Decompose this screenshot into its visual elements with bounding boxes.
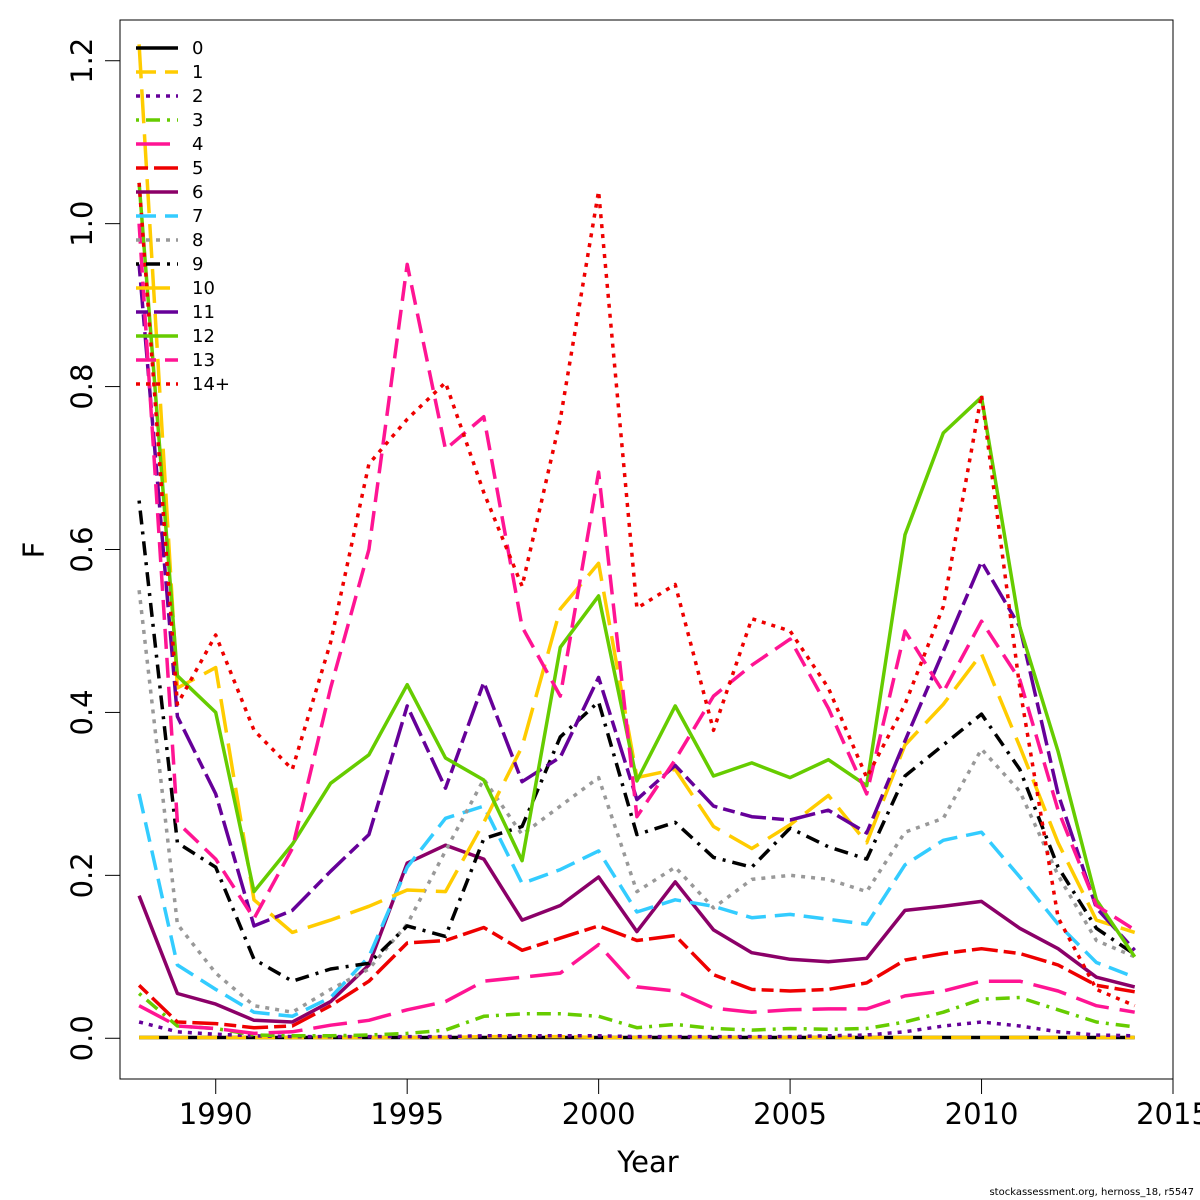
legend-label: 0 xyxy=(192,38,203,59)
legend-entry: 13 xyxy=(136,350,215,371)
series-line-12 xyxy=(137,182,1137,958)
plot-lines xyxy=(137,44,1137,1040)
series-line-13 xyxy=(137,223,1136,932)
credit-text: stockassessment.org, hernoss_18, r5547 xyxy=(989,1187,1194,1198)
x-tick-label: 2015 xyxy=(1136,1097,1200,1131)
legend-label: 5 xyxy=(192,158,203,179)
legend-entry: 4 xyxy=(136,134,203,155)
legend-label: 8 xyxy=(192,230,203,251)
legend-entry: 3 xyxy=(136,110,203,131)
legend-entry: 7 xyxy=(136,206,203,227)
legend-label: 12 xyxy=(192,326,215,347)
y-tick-label: 0.4 xyxy=(65,689,99,735)
series-line-1 xyxy=(139,1034,1135,1040)
series-line-11 xyxy=(137,264,1136,952)
y-axis: 0.0 0.2 0.4 0.6 0.8 1.0 1.2 xyxy=(65,38,121,1061)
legend-entry: 1 xyxy=(136,62,203,83)
legend-entry: 9 xyxy=(136,254,203,275)
series-line-3 xyxy=(137,992,1135,1038)
y-tick-label: 1.0 xyxy=(65,201,99,247)
y-tick-label: 1.2 xyxy=(65,38,99,84)
x-tick-label: 2005 xyxy=(753,1097,827,1131)
x-tick-label: 1990 xyxy=(179,1097,253,1131)
legend-label: 1 xyxy=(192,62,203,83)
series-line-8 xyxy=(137,590,1136,1014)
series-line-4 xyxy=(138,942,1135,1036)
series-line-6 xyxy=(137,843,1136,1024)
legend-entry: 8 xyxy=(136,230,203,251)
legend-label: 14+ xyxy=(192,374,230,395)
y-tick-label: 0.8 xyxy=(65,364,99,410)
x-tick-label: 2010 xyxy=(945,1097,1019,1131)
legend-label: 10 xyxy=(192,278,215,299)
series-line-2 xyxy=(138,1020,1135,1039)
x-tick-label: 1995 xyxy=(370,1097,444,1131)
series-line-14plus xyxy=(137,182,1136,1008)
legend-entry: 10 xyxy=(136,278,215,299)
legend-entry: 12 xyxy=(136,326,215,347)
y-tick-label: 0.0 xyxy=(65,1015,99,1061)
legend-label: 9 xyxy=(192,254,203,275)
y-axis-title: F xyxy=(17,542,51,559)
legend-entry: 0 xyxy=(136,38,203,59)
x-tick-label: 2000 xyxy=(562,1097,636,1131)
x-axis-title: Year xyxy=(616,1145,678,1179)
legend-label: 13 xyxy=(192,350,215,371)
series-line-9 xyxy=(137,500,1136,983)
series-line-7 xyxy=(137,793,1136,1019)
legend-label: 3 xyxy=(192,110,203,131)
legend-entry: 14+ xyxy=(136,374,230,395)
legend-label: 7 xyxy=(192,206,203,227)
legend-entry: 6 xyxy=(136,182,203,203)
legend-label: 4 xyxy=(192,134,203,155)
x-axis: 1990 1995 2000 2005 2010 2015 xyxy=(179,1078,1200,1131)
legend-label: 2 xyxy=(192,86,203,107)
legend-label: 6 xyxy=(192,182,203,203)
y-tick-label: 0.6 xyxy=(65,526,99,572)
y-tick-label: 0.2 xyxy=(65,852,99,898)
legend-entry: 2 xyxy=(136,86,203,107)
legend-entry: 11 xyxy=(136,302,215,323)
legend-label: 11 xyxy=(192,302,215,323)
series-line-5 xyxy=(137,924,1135,1030)
legend-entry: 5 xyxy=(136,158,203,179)
